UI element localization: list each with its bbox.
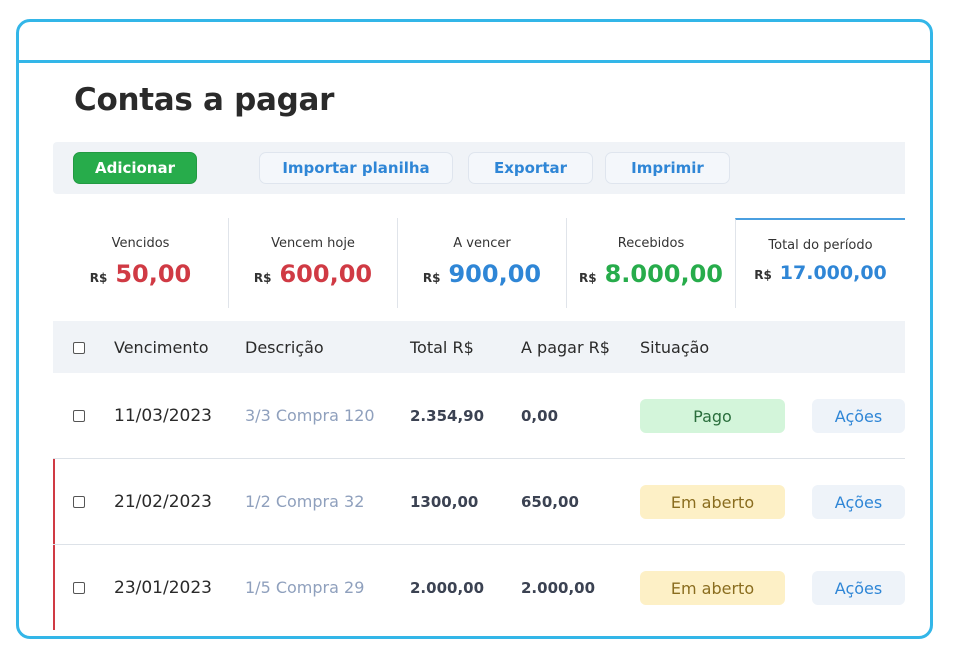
header-due-date[interactable]: Vencimento <box>114 337 209 357</box>
summary-amount: 600,00 <box>279 260 373 288</box>
import-spreadsheet-button[interactable]: Importar planilha <box>259 152 453 184</box>
header-total[interactable]: Total R$ <box>410 337 474 357</box>
currency-symbol: R$ <box>253 271 272 285</box>
summary-card-label: Vencidos <box>111 236 170 251</box>
summary-card-label: Vencem hoje <box>271 236 355 251</box>
summary-card-label: A vencer <box>453 236 511 251</box>
total-cell: 2.000,00 <box>410 578 485 597</box>
summary-amount: 50,00 <box>115 260 192 288</box>
actions-button[interactable]: Ações <box>812 571 905 605</box>
row-checkbox[interactable] <box>73 496 85 508</box>
currency-symbol: R$ <box>89 271 108 285</box>
page-title: Contas a pagar <box>74 82 335 118</box>
add-button[interactable]: Adicionar <box>73 152 197 184</box>
total-cell: 2.354,90 <box>410 406 485 425</box>
actions-button[interactable]: Ações <box>812 399 905 433</box>
due-date-cell: 11/03/2023 <box>114 405 212 426</box>
to-pay-cell: 2.000,00 <box>521 578 596 597</box>
row-checkbox[interactable] <box>73 410 85 422</box>
currency-symbol: R$ <box>754 268 772 282</box>
summary-card-received[interactable]: Recebidos R$ 8.000,00 <box>567 218 735 308</box>
window-header-bar <box>19 22 930 63</box>
table-row: 11/03/2023 3/3 Compra 120 2.354,90 0,00 … <box>53 373 905 459</box>
summary-card-value: R$ 50,00 <box>53 260 228 288</box>
summary-card-value: R$ 8.000,00 <box>567 260 735 288</box>
table-row: 21/02/2023 1/2 Compra 32 1300,00 650,00 … <box>53 459 905 545</box>
summary-card-upcoming[interactable]: A vencer R$ 900,00 <box>398 218 567 308</box>
summary-card-value: R$ 900,00 <box>398 260 566 288</box>
summary-card-label: Recebidos <box>617 236 685 251</box>
table-header: Vencimento Descrição Total R$ A pagar R$… <box>53 321 905 373</box>
header-status[interactable]: Situação <box>640 337 710 357</box>
header-description[interactable]: Descrição <box>245 337 324 357</box>
summary-amount: 17.000,00 <box>779 262 887 284</box>
description-link[interactable]: 1/5 Compra 29 <box>245 578 365 597</box>
status-badge: Pago <box>640 399 785 433</box>
status-badge: Em aberto <box>640 485 785 519</box>
select-all-checkbox[interactable] <box>73 342 85 354</box>
actions-button[interactable]: Ações <box>812 485 905 519</box>
currency-symbol: R$ <box>422 271 441 285</box>
due-date-cell: 23/01/2023 <box>114 577 212 598</box>
header-to-pay[interactable]: A pagar R$ <box>521 337 610 357</box>
summary-card-label: Total do período <box>768 238 873 253</box>
summary-cards: Vencidos R$ 50,00 Vencem hoje R$ 600,00 … <box>53 218 905 308</box>
summary-card-overdue[interactable]: Vencidos R$ 50,00 <box>53 218 229 308</box>
to-pay-cell: 650,00 <box>521 492 579 511</box>
summary-amount: 900,00 <box>448 260 542 288</box>
summary-card-value: R$ 17.000,00 <box>736 262 905 284</box>
description-link[interactable]: 1/2 Compra 32 <box>245 492 365 511</box>
summary-amount: 8.000,00 <box>604 260 724 288</box>
export-button[interactable]: Exportar <box>468 152 593 184</box>
description-link[interactable]: 3/3 Compra 120 <box>245 406 375 425</box>
status-badge: Em aberto <box>640 571 785 605</box>
total-cell: 1300,00 <box>410 492 479 511</box>
table-row: 23/01/2023 1/5 Compra 29 2.000,00 2.000,… <box>53 545 905 630</box>
row-checkbox[interactable] <box>73 582 85 594</box>
currency-symbol: R$ <box>578 271 597 285</box>
due-date-cell: 21/02/2023 <box>114 491 212 512</box>
print-button[interactable]: Imprimir <box>605 152 730 184</box>
app-window: Contas a pagar Adicionar Importar planil… <box>16 19 933 639</box>
summary-card-value: R$ 600,00 <box>229 260 397 288</box>
summary-card-due-today[interactable]: Vencem hoje R$ 600,00 <box>229 218 398 308</box>
bills-table: Vencimento Descrição Total R$ A pagar R$… <box>53 321 905 630</box>
summary-card-period-total[interactable]: Total do período R$ 17.000,00 <box>735 218 905 308</box>
to-pay-cell: 0,00 <box>521 406 559 425</box>
toolbar: Adicionar Importar planilha Exportar Imp… <box>53 142 905 194</box>
